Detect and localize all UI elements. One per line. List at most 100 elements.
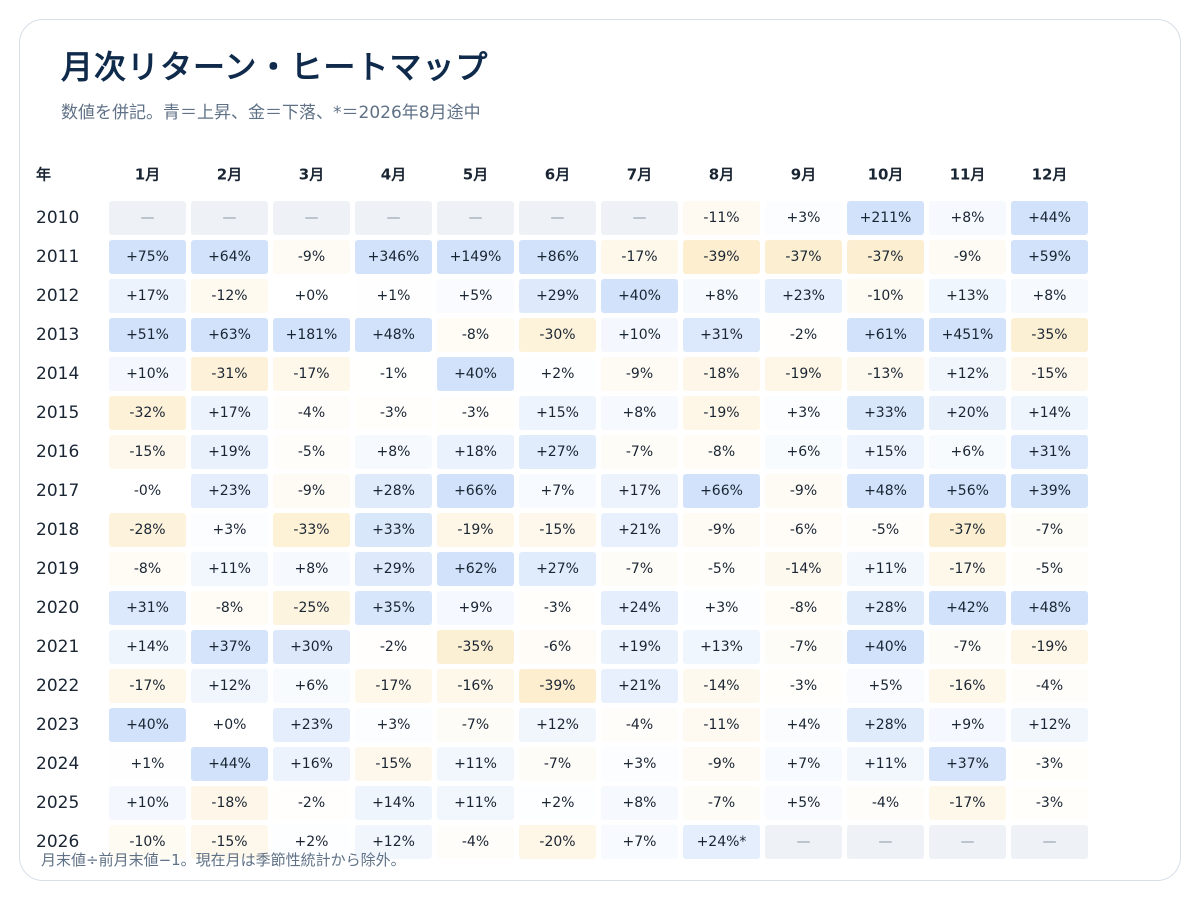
cell-value-label: -7%: [790, 639, 817, 655]
cell-value-label: —: [551, 210, 565, 226]
cell-value-label: -35%: [1031, 327, 1067, 343]
heatmap-cell: [355, 513, 432, 547]
heatmap-cell: [519, 669, 596, 703]
heatmap-cell: [191, 201, 268, 235]
cell-value-label: -7%: [462, 717, 489, 733]
heatmap-cell: [355, 357, 432, 391]
heatmap-grid: 年 1月 2月 3月 4月 5月 6月 7月 8月 9月 10月 11月 12月 2010 — — — — — — — -…: [36, 166, 1088, 859]
heatmap-cell: [109, 591, 186, 625]
heatmap-cell: [109, 396, 186, 430]
heatmap-cell: [437, 396, 514, 430]
heatmap-cell: [437, 591, 514, 625]
heatmap-cell: [519, 435, 596, 469]
cell-value-label: +42%: [946, 600, 989, 616]
cell-value-label: +17%: [618, 483, 661, 499]
heatmap-cell: [273, 201, 350, 235]
heatmap-cell: [355, 396, 432, 430]
heatmap-cell: [191, 591, 268, 625]
heatmap-cell: [765, 240, 842, 274]
heatmap-cell: [847, 396, 924, 430]
cell-value-label: —: [961, 834, 975, 850]
cell-value-label: +20%: [946, 405, 989, 421]
cell-value-label: -2%: [380, 639, 407, 655]
heatmap-cell: [929, 747, 1006, 781]
cell-value-label: -8%: [790, 600, 817, 616]
cell-value-label: +19%: [618, 639, 661, 655]
heatmap-cell: [355, 825, 432, 859]
column-header: 5月: [463, 166, 488, 184]
heatmap-cell: [929, 708, 1006, 742]
heatmap-cell: [109, 747, 186, 781]
cell-value-label: +29%: [536, 288, 579, 304]
cell-value-label: -4%: [298, 405, 325, 421]
cell-value-label: -9%: [790, 483, 817, 499]
cell-value-label: +10%: [126, 366, 169, 382]
cell-value-label: +7%: [623, 834, 657, 850]
cell-value-label: -15%: [375, 756, 411, 772]
heatmap-cell: [765, 279, 842, 313]
heatmap-cell: [1011, 435, 1088, 469]
cell-value-label: -14%: [785, 561, 821, 577]
cell-value-label: -11%: [703, 717, 739, 733]
cell-value-label: -17%: [293, 366, 329, 382]
heatmap-cell: [847, 357, 924, 391]
cell-value-label: +5%: [869, 678, 903, 694]
chart-subtitle: 数値を併記。青＝上昇、金＝下落、*＝2026年8月途中: [61, 103, 481, 123]
cell-value-label: +16%: [290, 756, 333, 772]
cell-value-label: -19%: [457, 522, 493, 538]
heatmap-cell: [109, 552, 186, 586]
heatmap-cell: [1011, 279, 1088, 313]
heatmap-cell: [847, 240, 924, 274]
heatmap-cell: [601, 552, 678, 586]
cell-value-label: -5%: [298, 444, 325, 460]
cell-value-label: +18%: [454, 444, 497, 460]
cell-value-label: -13%: [867, 366, 903, 382]
cell-value-label: —: [387, 210, 401, 226]
heatmap-cell: [355, 552, 432, 586]
cell-value-label: +63%: [208, 327, 251, 343]
cell-value-label: +14%: [1028, 405, 1071, 421]
heatmap-cell: [765, 552, 842, 586]
row-label-year: 2025: [36, 793, 79, 813]
heatmap-cell: [1011, 708, 1088, 742]
heatmap-cell: [109, 708, 186, 742]
cell-value-label: -7%: [954, 639, 981, 655]
cell-value-label: +86%: [536, 249, 579, 265]
heatmap-cell: [109, 786, 186, 820]
cell-value-label: —: [797, 834, 811, 850]
heatmap-cell: [191, 630, 268, 664]
cell-value-label: +11%: [864, 561, 907, 577]
cell-value-label: +3%: [787, 405, 821, 421]
heatmap-cell: [273, 708, 350, 742]
cell-value-label: +3%: [705, 600, 739, 616]
heatmap-cell: [109, 630, 186, 664]
heatmap-cell: [683, 825, 760, 859]
row-label-year: 2010: [36, 208, 79, 228]
cell-value-label: +211%: [860, 210, 912, 226]
heatmap-cell: [355, 630, 432, 664]
column-header: 6月: [545, 166, 570, 184]
cell-value-label: +17%: [126, 288, 169, 304]
heatmap-cell: [683, 747, 760, 781]
cell-value-label: +8%: [623, 795, 657, 811]
cell-value-label: -3%: [462, 405, 489, 421]
heatmap-cell: [519, 708, 596, 742]
heatmap-cell: [765, 513, 842, 547]
row-label-year: 2017: [36, 481, 79, 501]
cell-value-label: -4%: [1036, 678, 1063, 694]
cell-value-label: +11%: [454, 795, 497, 811]
row-label-year: 2018: [36, 520, 79, 540]
column-header: 7月: [627, 166, 652, 184]
cell-value-label: +0%: [295, 288, 329, 304]
heatmap-cell: [601, 630, 678, 664]
heatmap-cell: [519, 552, 596, 586]
cell-value-label: +8%: [1033, 288, 1067, 304]
heatmap-cell: [847, 318, 924, 352]
cell-value-label: +6%: [295, 678, 329, 694]
column-header: 12月: [1032, 166, 1068, 184]
cell-value-label: -7%: [626, 444, 653, 460]
heatmap-cell: [601, 396, 678, 430]
heatmap-cell: [191, 396, 268, 430]
heatmap-cell: [601, 747, 678, 781]
cell-value-label: +14%: [372, 795, 415, 811]
